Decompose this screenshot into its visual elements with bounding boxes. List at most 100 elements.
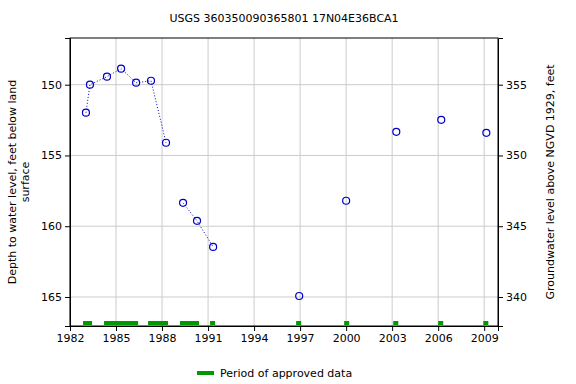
tick-mark (498, 226, 503, 227)
tick-label: 2006 (425, 332, 453, 345)
tick: 1988 (149, 326, 177, 345)
tick: 350 (498, 149, 527, 162)
grid-line-x (254, 38, 255, 326)
tick: 1997 (287, 326, 315, 345)
grid-line-x (208, 38, 209, 326)
y2-axis-title: Groundwater level above NGVD 1929, feet (544, 64, 557, 300)
data-point (163, 139, 170, 146)
data-point (133, 79, 140, 86)
data-point (103, 73, 110, 80)
tick-label: 150 (41, 79, 62, 92)
tick: 160 (41, 220, 70, 233)
tick-mark (65, 226, 70, 227)
tick-mark (162, 326, 163, 331)
y-axis-title: Depth to water level, feet below landsur… (6, 80, 32, 285)
approved-period (393, 321, 398, 325)
tick-mark (300, 326, 301, 331)
tick-label: 1991 (195, 332, 223, 345)
grid-line-x (300, 38, 301, 326)
data-point (483, 129, 490, 136)
tick-mark (498, 297, 503, 298)
tick-mark (65, 297, 70, 298)
y-axis: 150 155 160 165 (41, 39, 71, 327)
grid-line-y (70, 226, 498, 227)
data-point (194, 217, 201, 224)
tick-label: 2000 (333, 332, 361, 345)
chart: 1982 1985 1988 1991 1994 1997 2000 2003 2006 2009… (0, 0, 576, 384)
grid (70, 38, 498, 326)
axis-line (499, 39, 504, 327)
grid-line-x (162, 38, 163, 326)
tick-label: 350 (506, 149, 527, 162)
title: USGS 360350090365801 17N04E36BCA1 (169, 12, 398, 25)
data-line (86, 69, 486, 296)
grid-line-x (392, 38, 393, 326)
tick-label: 340 (506, 291, 527, 304)
tick: 150 (41, 79, 70, 92)
data-point (180, 199, 187, 206)
tick: 2006 (425, 326, 453, 345)
tick: 1991 (195, 326, 223, 345)
tick: 2000 (333, 326, 361, 345)
y2-axis: 355 350 345 340 (498, 39, 527, 327)
approved-period (104, 321, 138, 325)
data-point (343, 197, 350, 204)
tick: 340 (498, 291, 527, 304)
approved-period (344, 321, 349, 325)
tick-label: 2003 (379, 332, 407, 345)
x-axis: 1982 1985 1988 1991 1994 1997 2000 2003 2006 2009 (57, 326, 499, 345)
approved-period (148, 321, 168, 325)
tick-mark (254, 326, 255, 331)
grid-line-x (438, 38, 439, 326)
grid-line-y (70, 155, 498, 156)
tick-mark (392, 326, 393, 331)
tick: 2003 (379, 326, 407, 345)
legend-swatch (197, 371, 214, 375)
tick-label: 165 (41, 291, 62, 304)
grid-line-x (484, 38, 485, 326)
tick-label: 155 (41, 149, 62, 162)
tick: 1982 (57, 326, 85, 345)
tick-mark (65, 155, 70, 156)
tick-mark (498, 85, 503, 86)
approved-period (296, 321, 301, 325)
approved-period (180, 321, 199, 325)
tick-label: 355 (506, 79, 527, 92)
tick-label: 160 (41, 220, 62, 233)
approved-period (483, 321, 488, 325)
tick-label: 345 (506, 220, 527, 233)
data-point (147, 77, 154, 84)
tick: 345 (498, 220, 527, 233)
tick-label: 1994 (241, 332, 269, 345)
grid-line-y (70, 296, 498, 297)
approved-period (83, 321, 92, 325)
axis-line (71, 327, 499, 332)
tick-mark (346, 326, 347, 331)
data-point (210, 243, 217, 250)
tick-label: 2009 (471, 332, 499, 345)
tick-label: 1985 (103, 332, 131, 345)
tick-mark (498, 155, 503, 156)
data-point (296, 292, 303, 299)
tick-label: 1997 (287, 332, 315, 345)
tick: 2009 (471, 326, 499, 345)
y-axis-title-line: surface (19, 161, 32, 202)
approved-period (210, 321, 215, 325)
legend-label: Period of approved data (220, 367, 352, 380)
data-point (438, 116, 445, 123)
tick: 155 (41, 149, 70, 162)
tick-label: 1988 (149, 332, 177, 345)
data-point (118, 65, 125, 72)
approved-period (438, 321, 443, 325)
tick-mark (208, 326, 209, 331)
y-axis-title-line: Depth to water level, feet below land (6, 80, 19, 285)
tick-mark (116, 326, 117, 331)
data-point (393, 128, 400, 135)
data-point (82, 109, 89, 116)
tick-mark (438, 326, 439, 331)
grid-line-x (116, 38, 117, 326)
data-point (86, 81, 93, 88)
marks (82, 65, 489, 323)
plot-frame (70, 38, 498, 326)
tick-label: 1982 (57, 332, 85, 345)
